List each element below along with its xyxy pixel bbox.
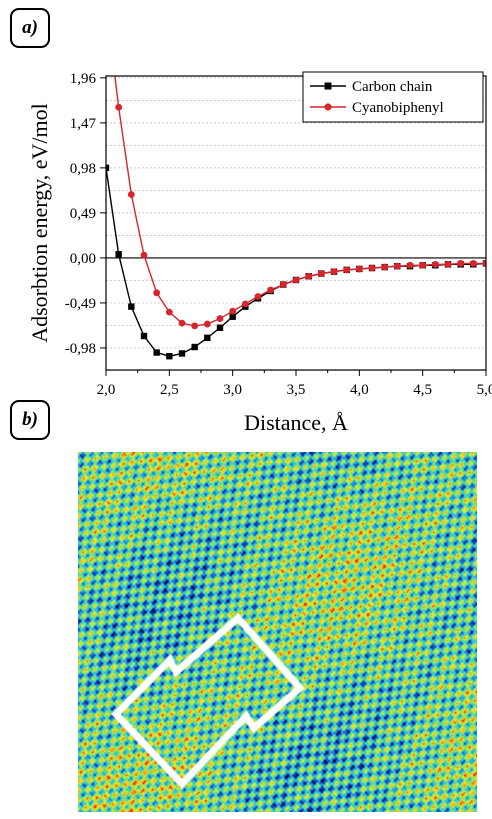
x-tick-label: 4,0 (350, 382, 369, 398)
data-point (317, 270, 325, 277)
y-tick-label: 1,96 (70, 71, 97, 87)
x-tick-label: 3,5 (287, 382, 306, 398)
x-axis-label: Distance, Å (244, 410, 348, 435)
series-layer (106, 76, 486, 360)
stm-image (78, 452, 477, 812)
data-point (178, 319, 186, 327)
data-point (127, 191, 135, 198)
legend-box (302, 71, 484, 123)
data-point (191, 322, 199, 330)
data-point (254, 293, 262, 300)
data-point (229, 313, 236, 320)
data-point (165, 308, 173, 316)
data-point (106, 164, 110, 172)
data-point (368, 264, 376, 272)
legend-marker (324, 103, 332, 111)
data-point (153, 349, 160, 356)
data-point (482, 260, 486, 267)
data-point (229, 307, 237, 315)
y-tick-label: 0,00 (70, 251, 96, 267)
data-point (203, 320, 211, 328)
data-point (457, 260, 465, 267)
y-tick-label: 1,47 (70, 116, 97, 132)
data-point (444, 260, 452, 268)
data-point (191, 343, 198, 351)
data-point (419, 261, 427, 269)
x-tick-label: 4,5 (413, 382, 432, 398)
data-point (381, 263, 389, 271)
data-point (140, 332, 148, 340)
series-cyanobiphenyl (114, 76, 486, 330)
x-tick-label: 3,0 (223, 382, 242, 398)
data-point (178, 350, 186, 357)
panel-b-label: b) (10, 400, 50, 440)
x-tick-label: 5,0 (477, 382, 492, 398)
stm-topography-map (78, 452, 477, 812)
data-point (393, 262, 401, 270)
series-carbon-chain (106, 164, 486, 360)
legend-entry: Cyanobiphenyl (352, 100, 444, 116)
y-tick-label: -0,98 (65, 341, 96, 357)
data-point (115, 103, 123, 111)
data-point (115, 251, 122, 258)
y-tick-label: 0,98 (70, 161, 96, 177)
data-point (128, 303, 135, 310)
data-point (292, 276, 300, 284)
x-tick-label: 2,0 (97, 382, 116, 398)
axis-ticks: 2,0 2,5 3,0 3,5 4,0 4,5 5,0 1,96 1,47 0,98 0,49 0,0… (65, 71, 492, 398)
data-point (140, 251, 148, 259)
data-point (330, 268, 338, 276)
data-point (469, 260, 477, 267)
series-line (106, 167, 486, 357)
data-point (343, 266, 351, 274)
data-point (216, 315, 224, 322)
data-point (406, 261, 414, 269)
data-point (305, 272, 313, 280)
data-point (279, 281, 287, 288)
data-point (204, 334, 211, 342)
legend-entry: Carbon chain (352, 79, 433, 95)
data-point (241, 300, 249, 308)
x-tick-label: 2,5 (160, 382, 179, 398)
legend: Carbon chain Cyanobiphenyl (302, 71, 484, 123)
legend-marker (324, 82, 332, 90)
adsorption-energy-chart: 2,0 2,5 3,0 3,5 4,0 4,5 5,0 1,96 1,47 0,98 0,49 0,0… (27, 71, 492, 435)
data-point (166, 353, 173, 360)
data-point (431, 260, 439, 268)
y-tick-label: -0,49 (65, 296, 96, 312)
data-point (355, 265, 363, 273)
data-point (153, 289, 161, 297)
y-tick-label: 0,49 (70, 206, 96, 222)
panel-a-label: a) (10, 8, 50, 48)
y-axis-label: Adsorbtion energy, eV/mol (27, 103, 52, 343)
data-point (267, 286, 275, 294)
data-point (216, 324, 224, 331)
